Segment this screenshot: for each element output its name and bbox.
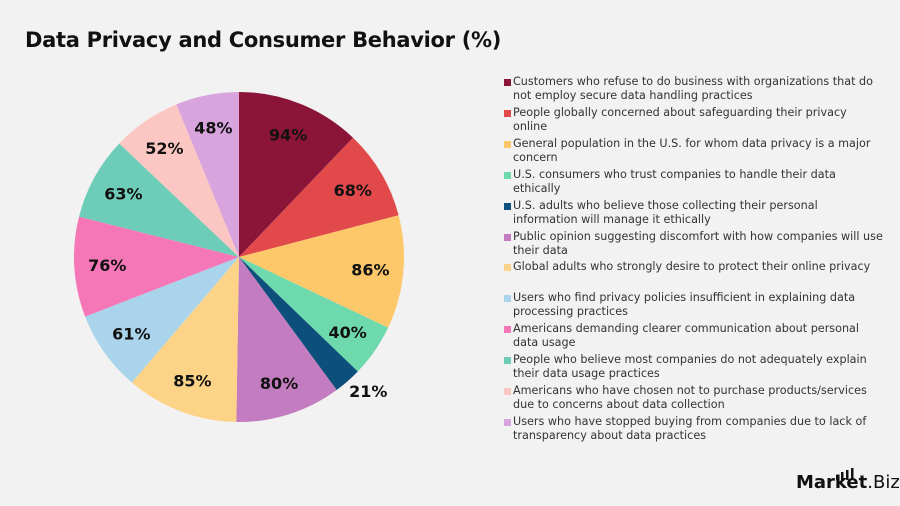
legend-label: Americans who have chosen not to purchas…: [513, 384, 867, 411]
pie-slice: [74, 216, 239, 317]
pie-slice: [239, 257, 358, 391]
legend-item: People who believe most companies do not…: [504, 353, 884, 381]
legend-label: People who believe most companies do not…: [513, 353, 867, 380]
logo-main: Market: [796, 472, 868, 493]
data-label: 80%: [260, 374, 298, 393]
legend-label: People globally concerned about safeguar…: [513, 106, 847, 133]
legend-label: Global adults who strongly desire to pro…: [513, 260, 871, 273]
legend-label: Americans demanding clearer communicatio…: [513, 322, 860, 349]
legend-item: Global adults who strongly desire to pro…: [504, 260, 884, 274]
pie-slice: [131, 257, 239, 422]
legend-label: U.S. adults who believe those collecting…: [513, 199, 818, 226]
legend-swatch: [504, 234, 511, 241]
legend-item: Public opinion suggesting discomfort wit…: [504, 230, 884, 258]
pie-slice: [239, 257, 389, 372]
legend-label: General population in the U.S. for whom …: [513, 137, 871, 164]
logo-suffix: .Biz: [867, 472, 900, 493]
pie-slice: [119, 104, 239, 257]
legend-swatch: [504, 172, 511, 179]
data-label: 85%: [173, 371, 211, 390]
legend-swatch: [504, 203, 511, 210]
legend-label: Users who find privacy policies insuffic…: [513, 291, 856, 318]
pie-chart: 94% 68% 86% 40% 21% 80% 85% 61% 76% 63% 52% 48%: [74, 92, 404, 422]
pie-slice: [85, 257, 239, 383]
data-label: 76%: [88, 256, 126, 275]
data-label: 52%: [145, 139, 183, 158]
data-label: 21%: [349, 382, 387, 401]
legend-item: U.S. consumers who trust companies to ha…: [504, 168, 884, 196]
legend-item: Users who find privacy policies insuffic…: [504, 291, 884, 319]
pie-slice: [236, 257, 337, 422]
data-label: 48%: [194, 118, 232, 137]
legend-label: U.S. consumers who trust companies to ha…: [513, 168, 836, 195]
legend-item: Americans who have chosen not to purchas…: [504, 384, 884, 412]
legend-item: General population in the U.S. for whom …: [504, 137, 884, 165]
pie-slice: [239, 215, 404, 328]
legend-swatch: [504, 79, 511, 86]
legend-label: Customers who refuse to do business with…: [513, 75, 873, 102]
legend-item: Users who have stopped buying from compa…: [504, 415, 884, 443]
legend-swatch: [504, 295, 511, 302]
legend-swatch: [504, 388, 511, 395]
logo-bars-icon: [836, 468, 854, 480]
legend-swatch: [504, 141, 511, 148]
legend-swatch: [504, 357, 511, 364]
chart-title: Data Privacy and Consumer Behavior (%): [25, 28, 502, 52]
data-label: 86%: [351, 260, 389, 279]
legend-swatch: [504, 264, 511, 271]
pie-slice: [176, 92, 239, 257]
data-label: 40%: [328, 323, 366, 342]
logo: Market.Biz: [796, 472, 900, 493]
legend-swatch: [504, 326, 511, 333]
legend-label: Public opinion suggesting discomfort wit…: [513, 230, 883, 257]
data-label: 68%: [334, 181, 372, 200]
legend-item: People globally concerned about safeguar…: [504, 106, 884, 134]
legend-swatch: [504, 419, 511, 426]
legend-label: Users who have stopped buying from compa…: [513, 415, 867, 442]
pie-slice: [79, 143, 239, 257]
legend-item: Americans demanding clearer communicatio…: [504, 322, 884, 350]
data-label: 94%: [269, 125, 307, 144]
legend-item: Customers who refuse to do business with…: [504, 75, 884, 103]
data-label: 61%: [112, 324, 150, 343]
legend-item: U.S. adults who believe those collecting…: [504, 199, 884, 227]
data-label: 63%: [104, 184, 142, 203]
pie-slice: [239, 92, 354, 257]
pie-slice: [239, 137, 399, 257]
legend-swatch: [504, 110, 511, 117]
